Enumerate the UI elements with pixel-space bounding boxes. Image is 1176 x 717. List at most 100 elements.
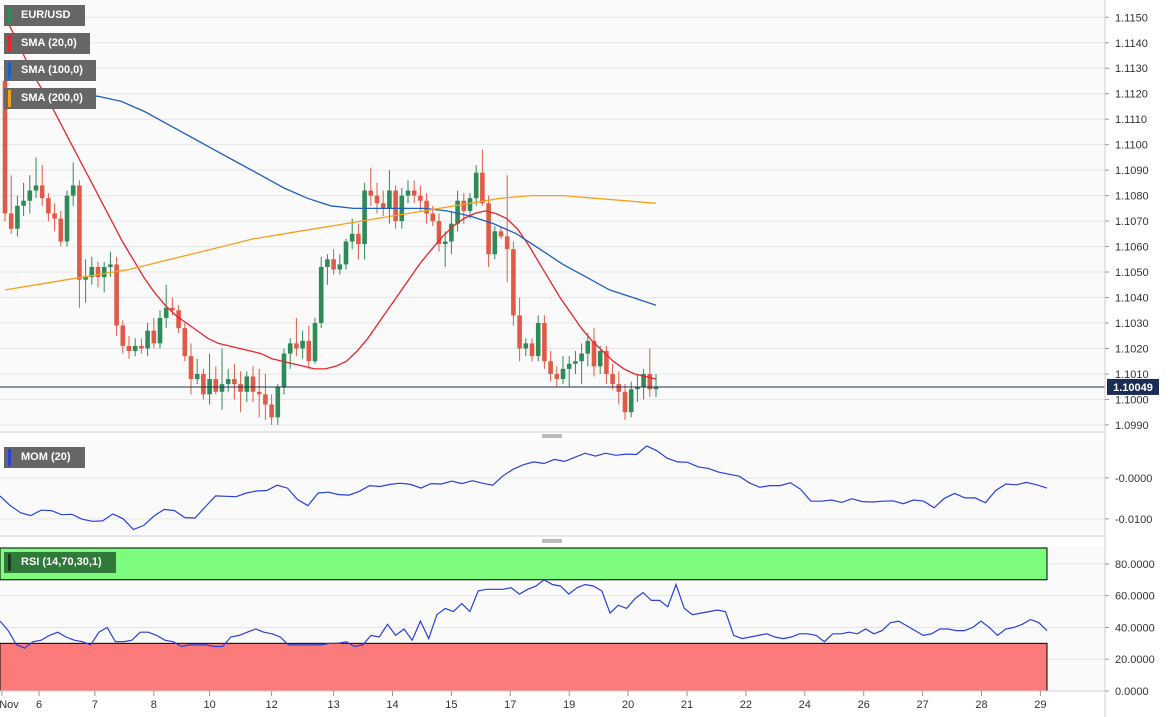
y-tick-label: 1.1020 bbox=[1115, 343, 1149, 355]
y-tick-label: 1.1110 bbox=[1115, 114, 1147, 126]
candle-body bbox=[294, 343, 299, 349]
legend-symbol[interactable]: EUR/USD bbox=[4, 5, 85, 26]
candle-body bbox=[393, 190, 398, 222]
candle-body bbox=[176, 310, 181, 329]
candle-body bbox=[213, 379, 219, 392]
candle-body bbox=[8, 213, 14, 229]
candle-body bbox=[33, 185, 39, 191]
candle-body bbox=[455, 200, 460, 224]
candle-body bbox=[145, 330, 150, 349]
candle-body bbox=[46, 198, 51, 214]
candle-body bbox=[182, 328, 188, 357]
candle-body bbox=[58, 218, 64, 242]
x-tick-label: 28 bbox=[975, 699, 987, 711]
candle-body bbox=[157, 317, 163, 344]
legend-rsi[interactable]: RSI (14,70,30,1) bbox=[4, 552, 116, 573]
x-axis-ticks: Nov 6 7 8 10 12 13 14 15 17 19 20 21 22 24 26 27 28 29 bbox=[0, 691, 1047, 711]
candle-body bbox=[566, 363, 572, 369]
candle-body bbox=[312, 323, 318, 362]
candle-body bbox=[219, 384, 225, 392]
candle-body bbox=[120, 325, 126, 346]
candle-body bbox=[610, 373, 615, 385]
legend-sma20[interactable]: SMA (20,0) bbox=[4, 33, 90, 54]
legend-sma100-label: SMA (100,0) bbox=[21, 64, 83, 76]
candle-body bbox=[604, 351, 609, 374]
last-price-label: 1.10049 bbox=[1113, 382, 1153, 394]
candle-body bbox=[287, 343, 293, 354]
candle-body bbox=[647, 373, 653, 390]
x-tick-label: 8 bbox=[151, 699, 157, 711]
candle-body bbox=[337, 264, 343, 270]
y-axis-ticks-main: 1.1150 1.1140 1.1130 1.1120 1.1110 1.1100 1.10… bbox=[1105, 12, 1149, 432]
x-tick-label: 6 bbox=[36, 699, 42, 711]
candle-body bbox=[225, 379, 231, 385]
last-price-badge bbox=[1107, 378, 1159, 395]
y-tick-label: 1.1120 bbox=[1115, 89, 1148, 101]
candle-body bbox=[480, 172, 485, 204]
rsi-overbought-zone bbox=[0, 547, 1048, 581]
candle-body bbox=[362, 190, 367, 245]
legend-sma100[interactable]: SMA (100,0) bbox=[4, 60, 96, 81]
candle-body bbox=[387, 190, 392, 209]
candle-body bbox=[473, 172, 479, 199]
candle-body bbox=[170, 307, 175, 311]
candle-body bbox=[436, 221, 442, 245]
x-tick-label: 19 bbox=[563, 699, 575, 711]
legend-mom-label: MOM (20) bbox=[21, 451, 71, 463]
candle-body bbox=[486, 203, 491, 255]
candle-body bbox=[232, 379, 237, 385]
candle-body bbox=[461, 200, 467, 211]
x-tick-label: 20 bbox=[622, 699, 634, 711]
candle-body bbox=[325, 259, 330, 267]
y-tick-label: 1.1040 bbox=[1115, 293, 1149, 305]
candle-body bbox=[641, 373, 646, 387]
legend-mom[interactable]: MOM (20) bbox=[4, 447, 85, 468]
main-panel bbox=[0, 0, 1105, 432]
x-tick-label: 21 bbox=[681, 699, 693, 711]
candle-body bbox=[511, 249, 516, 316]
candle-body bbox=[405, 190, 411, 196]
y-tick-label: -0.0100 bbox=[1115, 514, 1152, 526]
sma20-swatch bbox=[8, 35, 11, 52]
sma200-line bbox=[4, 194, 657, 291]
candle-body bbox=[139, 345, 144, 349]
y-axis-ticks-rsi: 80.0000 60.0000 40.0000 20.0000 0.0000 bbox=[1105, 559, 1155, 698]
x-tick-label: 14 bbox=[386, 699, 398, 711]
x-tick-label: 27 bbox=[916, 699, 928, 711]
candle-body bbox=[300, 340, 305, 349]
candle-body bbox=[349, 233, 355, 242]
candle-body bbox=[628, 389, 634, 413]
legend-symbol-label: EUR/USD bbox=[21, 9, 71, 21]
candles bbox=[2, 73, 659, 425]
candle-body bbox=[616, 384, 622, 392]
resize-handle-1[interactable] bbox=[542, 434, 562, 438]
candle-body bbox=[498, 231, 504, 237]
candle-body bbox=[331, 259, 336, 270]
y-tick-label: 1.1130 bbox=[1115, 63, 1148, 75]
y-tick-label: -0.0000 bbox=[1115, 473, 1152, 485]
sma100-swatch bbox=[8, 62, 11, 79]
candle-body bbox=[151, 330, 157, 344]
candle-body bbox=[449, 223, 454, 242]
candle-body bbox=[573, 361, 578, 364]
candle-body bbox=[64, 195, 70, 242]
candle-body bbox=[77, 185, 82, 280]
legend-sma20-label: SMA (20,0) bbox=[21, 37, 77, 49]
candle-body bbox=[256, 391, 262, 395]
x-tick-label: 12 bbox=[265, 699, 277, 711]
rsi-swatch bbox=[8, 554, 11, 571]
candle-body bbox=[579, 353, 584, 362]
grid-mom bbox=[0, 477, 1105, 520]
resize-handle-2[interactable] bbox=[542, 539, 562, 543]
candle-body bbox=[101, 266, 107, 278]
sma200-swatch bbox=[8, 90, 11, 107]
candle-body bbox=[194, 373, 200, 380]
legend-sma200[interactable]: SMA (200,0) bbox=[4, 88, 96, 109]
candle-body bbox=[21, 200, 26, 206]
x-tick-label: 15 bbox=[445, 699, 457, 711]
candle-body bbox=[356, 233, 361, 245]
candle-body bbox=[380, 203, 386, 209]
candle-body bbox=[2, 80, 8, 214]
candle-body bbox=[585, 340, 591, 354]
